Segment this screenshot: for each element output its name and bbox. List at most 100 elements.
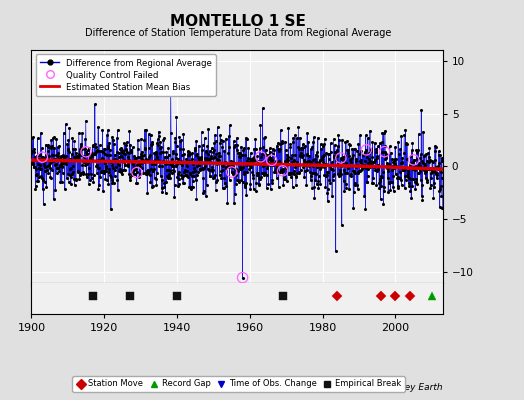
Point [411, 186, 419, 192]
Point [176, 160, 184, 166]
Point [225, 144, 233, 150]
Point [357, 160, 365, 166]
Point [241, 184, 249, 190]
Point [102, 163, 110, 170]
Point [188, 173, 196, 179]
Point [346, 172, 354, 178]
Point [434, 166, 442, 172]
Point [152, 176, 160, 182]
Point [208, 144, 216, 151]
Point [217, 162, 226, 168]
Point [101, 160, 109, 166]
Point [193, 163, 202, 169]
Point [53, 152, 62, 159]
Point [342, 184, 350, 191]
Point [77, 140, 85, 147]
Point [124, 157, 133, 164]
Point [402, 173, 411, 179]
Point [352, 156, 361, 162]
Point [39, 177, 47, 183]
Point [91, 141, 100, 148]
Point [214, 149, 223, 156]
Point [139, 158, 148, 165]
Point [361, 206, 369, 212]
Point [40, 154, 48, 161]
Point [282, 152, 291, 158]
Point [432, 175, 441, 181]
Point [192, 196, 201, 203]
Point [30, 164, 38, 170]
Point [230, 144, 238, 151]
Point [428, 158, 436, 164]
Point [222, 165, 230, 172]
Point [296, 153, 304, 160]
Point [79, 170, 88, 176]
Point [305, 153, 313, 159]
Point [50, 156, 59, 162]
Point [245, 166, 254, 172]
Point [268, 146, 277, 152]
Point [379, 130, 388, 136]
Point [249, 158, 257, 164]
Point [213, 161, 221, 167]
Point [316, 157, 324, 163]
Point [117, 169, 125, 175]
Point [133, 169, 141, 176]
Point [122, 146, 130, 153]
Point [96, 157, 104, 164]
Point [355, 168, 364, 174]
Point [431, 148, 440, 154]
Point [55, 168, 63, 174]
Point [332, 149, 341, 156]
Point [142, 126, 150, 133]
Point [339, 154, 347, 160]
Point [155, 133, 163, 139]
Point [233, 146, 241, 153]
Point [133, 169, 141, 176]
Point [373, 168, 381, 174]
Point [415, 162, 423, 169]
Point [357, 148, 365, 154]
Point [246, 156, 254, 162]
Point [438, 204, 446, 211]
Point [292, 162, 301, 168]
Point [249, 155, 258, 161]
Point [435, 204, 444, 210]
Point [394, 138, 402, 145]
Point [258, 159, 267, 166]
Point [312, 170, 321, 177]
Point [260, 135, 268, 141]
Point [319, 159, 328, 166]
Point [329, 177, 337, 184]
Point [250, 154, 258, 160]
Point [432, 171, 441, 177]
Point [313, 149, 321, 156]
Point [359, 162, 368, 168]
Point [34, 160, 42, 167]
Point [47, 145, 55, 152]
Point [203, 182, 211, 188]
Point [318, 154, 326, 160]
Point [190, 172, 198, 179]
Point [82, 170, 91, 177]
Point [51, 162, 59, 168]
Point [228, 171, 237, 177]
Point [194, 158, 202, 165]
Point [43, 167, 51, 174]
Point [276, 169, 285, 175]
Point [284, 125, 292, 132]
Point [409, 176, 417, 182]
Point [170, 163, 178, 170]
Point [352, 158, 360, 164]
Point [283, 156, 291, 162]
Point [272, 143, 281, 149]
Point [274, 146, 282, 152]
Point [407, 152, 415, 159]
Point [380, 148, 389, 155]
Point [414, 159, 423, 166]
Point [384, 175, 392, 181]
Point [195, 142, 203, 149]
Point [186, 151, 194, 158]
Point [316, 141, 325, 147]
Point [261, 152, 270, 158]
